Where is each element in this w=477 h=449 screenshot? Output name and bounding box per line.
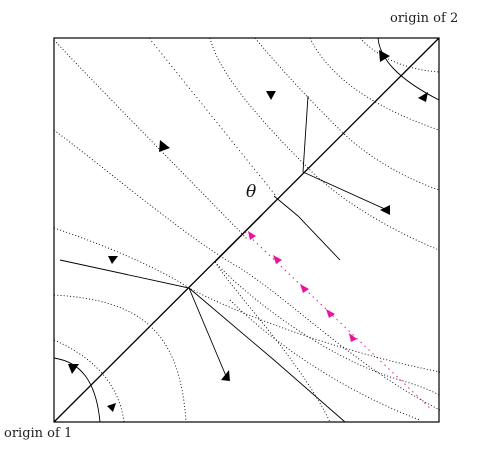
curve-6 xyxy=(209,37,440,251)
curve-7 xyxy=(254,37,440,191)
curve-1 xyxy=(53,39,249,241)
arrow-5 xyxy=(380,205,390,215)
curve-8 xyxy=(309,37,440,131)
edgeworth-box xyxy=(53,37,440,423)
arc-origin1 xyxy=(53,357,101,423)
highlight-arrow-2 xyxy=(273,255,282,264)
boundary-mid-c xyxy=(188,287,346,423)
boundary-upper-diag xyxy=(148,37,277,197)
origin-1-label: origin of 1 xyxy=(4,426,73,441)
highlight-arrow-3 xyxy=(300,284,309,293)
boundary-upper xyxy=(302,95,388,211)
arrow-3 xyxy=(379,50,390,62)
theta-label: θ xyxy=(246,182,257,202)
curve-2 xyxy=(53,129,441,411)
curve-9 xyxy=(359,37,440,73)
curve-11 xyxy=(214,261,331,423)
arrow-8 xyxy=(107,403,116,412)
highlight-arrows xyxy=(248,231,357,342)
arrow-1 xyxy=(159,140,170,152)
arc-origin2 xyxy=(377,37,440,101)
curve-3 xyxy=(53,227,441,373)
boundary-lower xyxy=(59,259,227,377)
curve-12 xyxy=(229,299,421,421)
arrow-7 xyxy=(68,364,79,374)
highlight-arrow-1 xyxy=(248,231,256,240)
highlight-arrow-4 xyxy=(326,309,335,318)
origin-2-label: origin of 2 xyxy=(390,11,459,26)
dotted-curves xyxy=(53,37,441,423)
arrow-9 xyxy=(221,370,230,381)
arrow-6 xyxy=(108,256,118,264)
arrow-4 xyxy=(418,92,428,102)
highlight-arrow-5 xyxy=(349,333,357,342)
arrow-2 xyxy=(266,91,276,100)
arrowheads xyxy=(68,50,428,412)
curve-10 xyxy=(214,261,440,396)
boundary-mid-b xyxy=(273,195,341,261)
curve-4 xyxy=(53,294,187,423)
highlight-path xyxy=(244,231,433,411)
curve-5 xyxy=(53,339,125,423)
boundary-mid-a xyxy=(214,214,263,263)
